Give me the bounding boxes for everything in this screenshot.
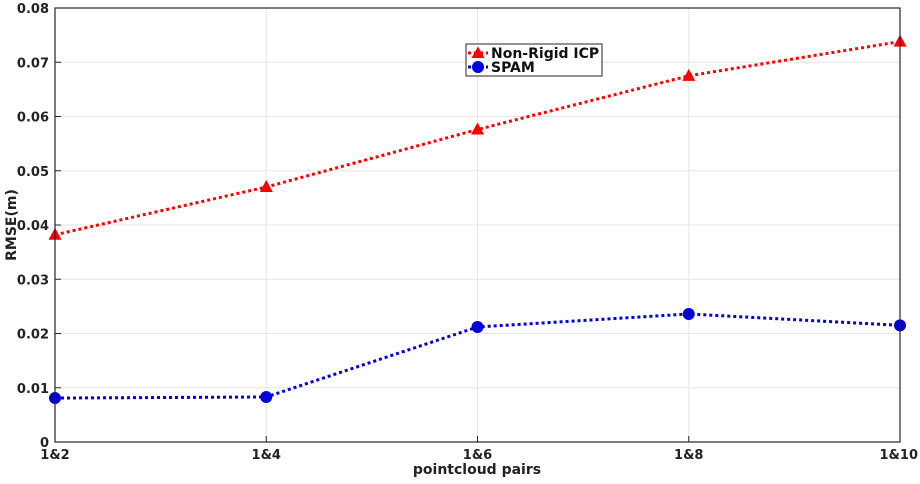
y-tick-label: 0.05	[17, 165, 49, 180]
legend-entry-non-rigid-icp: Non-Rigid ICP	[468, 46, 599, 62]
y-tick-label: 0.04	[17, 219, 49, 234]
series-line	[54, 40, 901, 237]
data-point-triangle	[682, 68, 696, 81]
legend-entry-spam: SPAM	[468, 60, 535, 76]
x-axis-label: pointcloud pairs	[413, 462, 541, 478]
data-point-triangle	[471, 122, 484, 135]
x-tick-label: 1&6	[463, 448, 492, 463]
y-tick-label: 0.02	[17, 328, 49, 343]
data-point-circle	[260, 390, 273, 403]
x-tick-label: 1&8	[674, 448, 703, 463]
legend-triangle-marker-icon	[471, 46, 485, 58]
legend-label-non-rigid-icp: Non-Rigid ICP	[491, 46, 599, 62]
legend: Non-Rigid ICP SPAM	[465, 43, 603, 77]
legend-circle-marker-icon	[472, 61, 484, 73]
data-point-circle	[682, 307, 695, 320]
x-axis-ticks: 1&2 1&4 1&6 1&8 1&10	[40, 436, 918, 463]
y-axis-label: RMSE(m)	[4, 189, 20, 261]
series-spam	[49, 307, 906, 405]
x-tick-label: 1&2	[40, 448, 69, 463]
x-tick-label: 1&10	[880, 448, 918, 463]
legend-label-spam: SPAM	[491, 60, 535, 76]
y-tick-label: 0.03	[17, 273, 49, 288]
y-tick-label: 0.08	[17, 2, 49, 17]
legend-box	[465, 43, 603, 77]
y-tick-label: 0	[40, 436, 49, 451]
series-layer	[48, 34, 907, 405]
y-tick-label: 0.07	[17, 56, 49, 71]
x-tick-label: 1&4	[252, 448, 281, 463]
y-tick-label: 0.06	[17, 111, 49, 126]
data-point-triangle	[259, 180, 273, 193]
y-tick-label: 0.01	[17, 382, 49, 397]
data-point-circle	[471, 320, 484, 333]
y-axis-ticks: 0 0.01 0.02 0.03 0.04 0.05 0.06 0.07 0.08	[17, 2, 61, 451]
